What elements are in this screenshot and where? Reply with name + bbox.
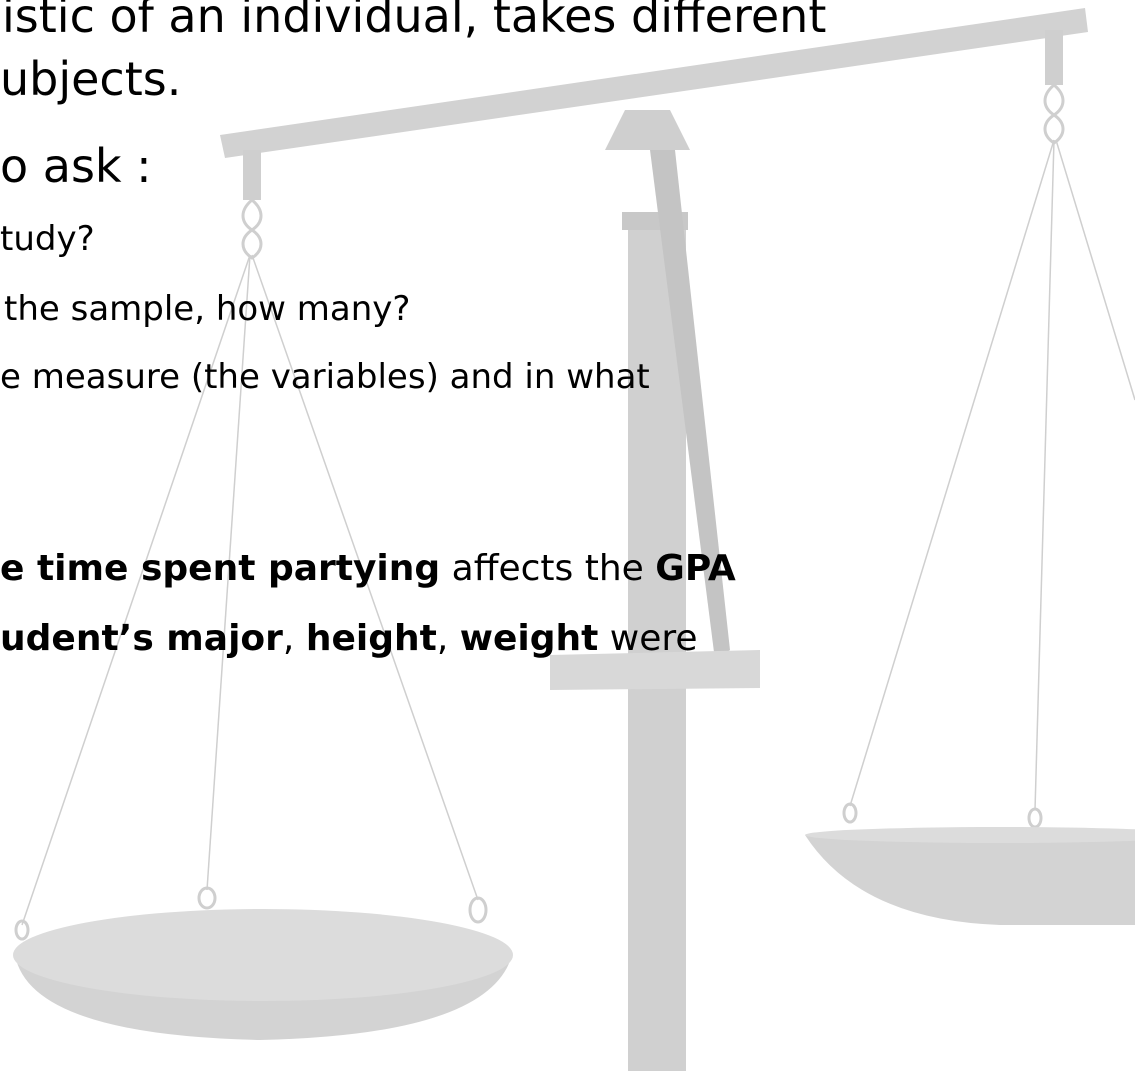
scale-pointer xyxy=(650,150,730,660)
text-segment: affects the xyxy=(440,548,655,589)
hooks xyxy=(14,83,1065,941)
text-line: ubjects. xyxy=(0,52,181,106)
text-segment: o ask : xyxy=(0,139,152,193)
bold-text: GPA xyxy=(655,548,736,589)
text-line: o ask : xyxy=(0,139,152,193)
text-line: the sample, how many? xyxy=(4,289,410,329)
text-segment: istic of an individual, takes different xyxy=(2,0,826,43)
left-hanger xyxy=(243,150,261,200)
bold-text: e time spent partying xyxy=(0,548,440,589)
slide-text: istic of an individual, takes different u… xyxy=(0,0,826,659)
bold-text: udent’s major xyxy=(0,618,283,659)
scale-illustration xyxy=(13,8,1135,1071)
text-line: tudy? xyxy=(0,219,95,259)
bold-text: height xyxy=(306,618,437,659)
text-line: e time spent partying affects the GPA xyxy=(0,548,736,589)
scale-bracket xyxy=(550,650,760,690)
scale-beam xyxy=(220,8,1088,158)
right-hanger xyxy=(1045,30,1063,85)
scale-cap xyxy=(605,110,690,150)
right-pan-rim xyxy=(805,827,1135,843)
text-segment: , xyxy=(283,618,306,659)
right-pan xyxy=(805,835,1135,925)
text-segment: tudy? xyxy=(0,219,95,259)
bold-text: weight xyxy=(460,618,599,659)
text-segment: , xyxy=(437,618,460,659)
text-line: udent’s major, height, weight were xyxy=(0,618,698,659)
pan-strings xyxy=(21,139,1135,926)
text-segment: e measure (the variables) and in what xyxy=(0,357,650,397)
text-segment: ubjects. xyxy=(0,52,181,106)
scale-post xyxy=(628,215,686,1071)
left-pan-rim xyxy=(13,909,513,1001)
text-segment: were xyxy=(598,618,697,659)
text-line: e measure (the variables) and in what xyxy=(0,357,650,397)
text-segment: the sample, how many? xyxy=(4,289,410,329)
text-line: istic of an individual, takes different xyxy=(2,0,826,43)
